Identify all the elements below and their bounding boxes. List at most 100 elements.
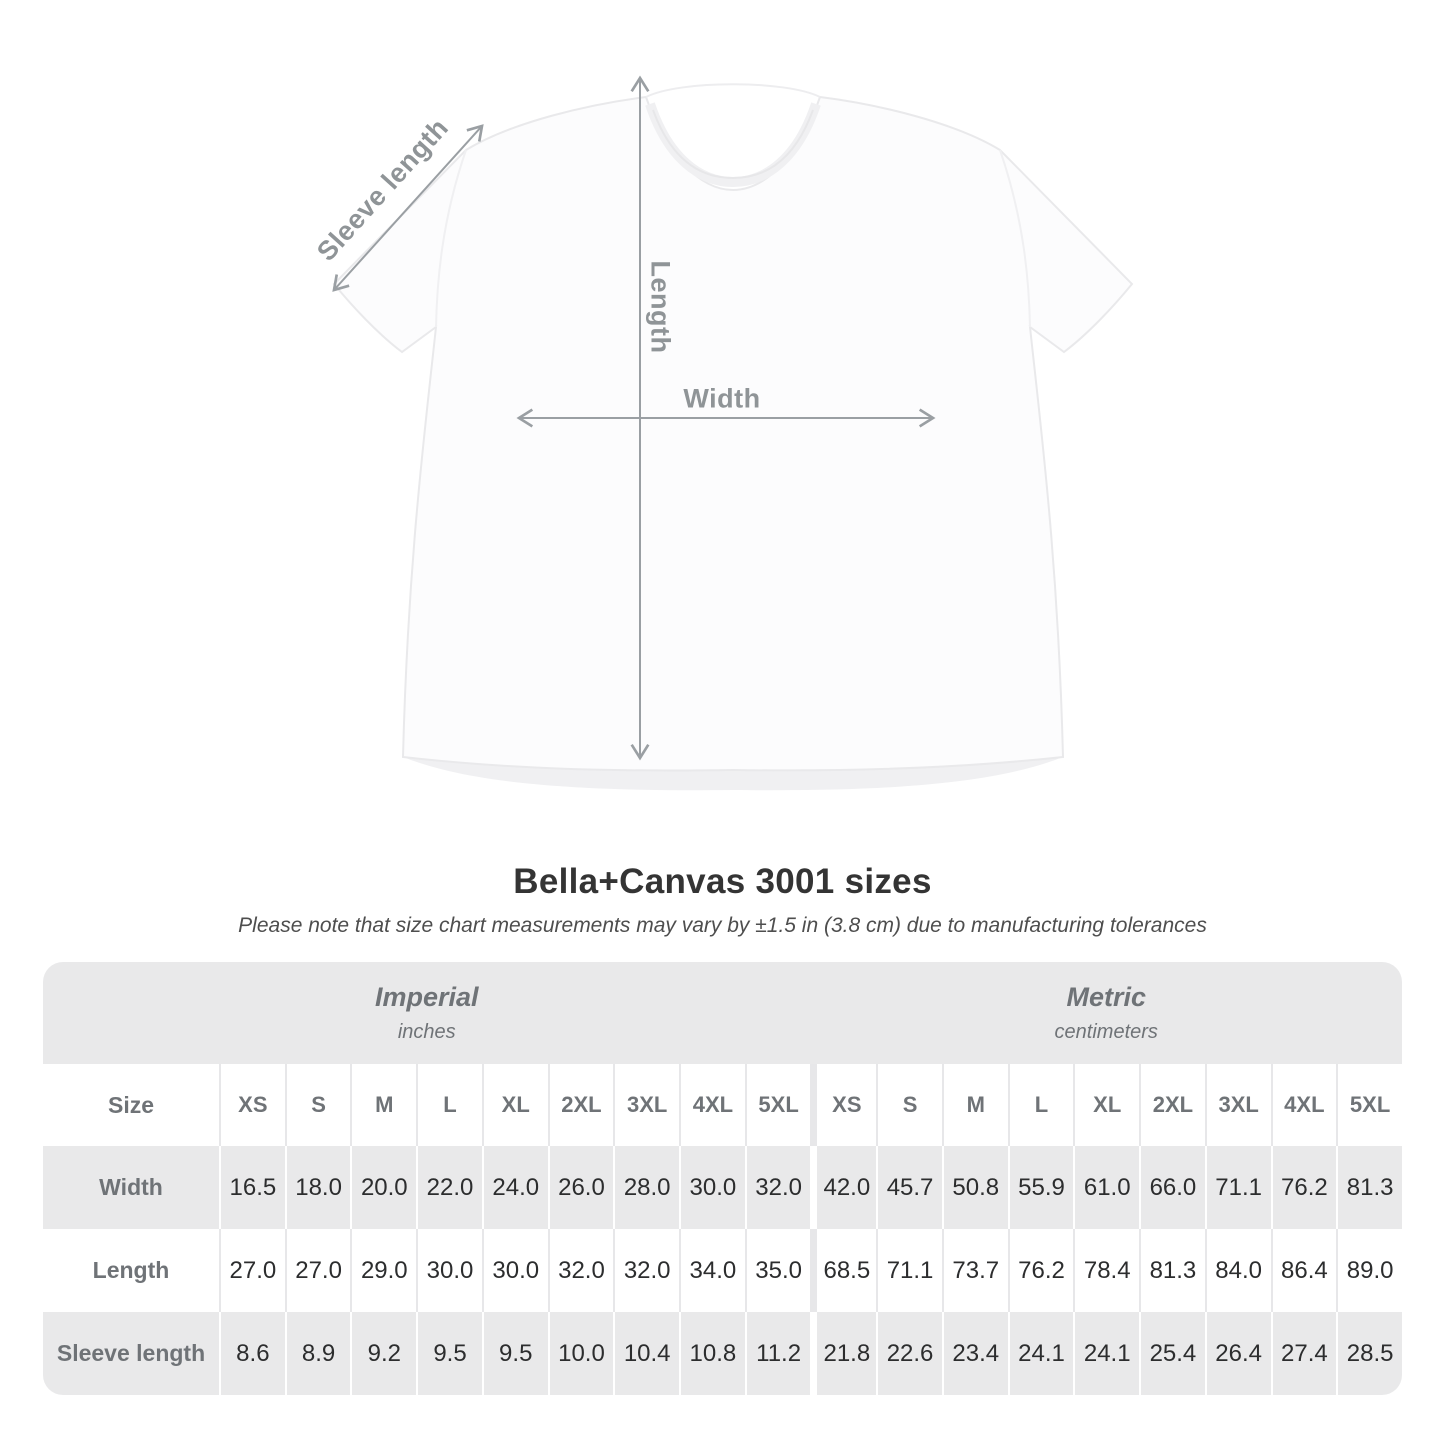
size-col-header-imperial-xs: XS (219, 1064, 285, 1146)
page-title: Bella+Canvas 3001 sizes (513, 862, 932, 901)
row-label: Width (43, 1146, 219, 1229)
measurement-cell: 28.5 (1336, 1312, 1402, 1395)
measurement-cell: 26.4 (1204, 1312, 1271, 1395)
measurement-cell: 27.0 (219, 1229, 285, 1312)
imperial-group-sublabel: inches (397, 1021, 456, 1043)
tshirt-collar-seam (652, 109, 814, 180)
measurement-cell: 30.0 (679, 1146, 745, 1229)
measurement-cell: 32.0 (744, 1146, 811, 1229)
measurement-cell: 78.4 (1073, 1229, 1140, 1312)
size-col-header-imperial-5xl: 5XL (744, 1064, 811, 1146)
measurement-cell: 35.0 (744, 1229, 811, 1312)
tshirt-body (332, 95, 1134, 772)
measurement-cell: 84.0 (1204, 1229, 1271, 1312)
measurement-cell: 71.1 (1204, 1146, 1271, 1229)
size-col-header-imperial-l: L (416, 1064, 482, 1146)
size-chart: Imperial inches Metric centimeters Size … (43, 962, 1402, 1395)
imperial-group-label: Imperial (374, 982, 479, 1012)
size-col-header-imperial-xl: XL (481, 1064, 548, 1146)
measurement-cell: 32.0 (613, 1229, 680, 1312)
metric-group-sublabel: centimeters (1054, 1021, 1158, 1043)
page-subtitle: Please note that size chart measurements… (238, 914, 1207, 937)
unit-group-row: Imperial inches Metric centimeters (43, 962, 1402, 1064)
measurement-cell: 55.9 (1007, 1146, 1074, 1229)
table-row: Sleeve length 8.6 8.9 9.2 9.5 9.5 10.0 10.4 10.8… (43, 1312, 1402, 1395)
width-label: Width (683, 383, 761, 414)
tshirt-back-collar (645, 83, 821, 98)
measurement-cell: 61.0 (1073, 1146, 1140, 1229)
measurement-cell: 30.0 (481, 1229, 548, 1312)
size-col-header-imperial-s: S (284, 1064, 351, 1146)
size-col-header-imperial-4xl: 4XL (679, 1064, 745, 1146)
measurement-cell: 10.4 (613, 1312, 680, 1395)
metric-group-header: Metric centimeters (810, 962, 1402, 1064)
measurement-cell: 32.0 (547, 1229, 614, 1312)
measurement-cell: 9.5 (416, 1312, 482, 1395)
measurement-cell: 21.8 (810, 1312, 877, 1395)
measurement-cell: 76.2 (1007, 1229, 1074, 1312)
measurement-cell: 27.0 (284, 1229, 351, 1312)
measurement-cell: 20.0 (350, 1146, 417, 1229)
size-col-header-metric-4xl: 4XL (1270, 1064, 1337, 1146)
sleeve-length-arrow (332, 124, 484, 292)
size-col-header-metric-xs: XS (810, 1064, 877, 1146)
measurement-cell: 71.1 (876, 1229, 942, 1312)
table-row: Width 16.5 18.0 20.0 22.0 24.0 26.0 28.0 30.0 32.… (43, 1146, 1402, 1229)
size-chart-table: Imperial inches Metric centimeters Size … (43, 962, 1402, 1395)
measurement-cell: 23.4 (941, 1312, 1008, 1395)
measurement-cell: 11.2 (744, 1312, 811, 1395)
measurement-cell: 76.2 (1270, 1146, 1337, 1229)
metric-group-label: Metric (1066, 982, 1146, 1012)
measurement-cell: 89.0 (1336, 1229, 1402, 1312)
measurement-cell: 81.3 (1139, 1229, 1205, 1312)
measurement-cell: 16.5 (219, 1146, 285, 1229)
size-header-row: Size XS S M L XL 2XL 3XL 4XL 5XL XS S M L XL 2XL 3XL 4XL… (43, 1064, 1402, 1146)
measurement-cell: 86.4 (1270, 1229, 1337, 1312)
size-col-header-metric-s: S (876, 1064, 942, 1146)
measurement-cell: 50.8 (941, 1146, 1008, 1229)
measurement-cell: 22.6 (876, 1312, 942, 1395)
tshirt-measurement-diagram: Sleeve length Length Width (311, 75, 1134, 791)
measurement-cell: 66.0 (1139, 1146, 1205, 1229)
title-block: Bella+Canvas 3001 sizes Please note that… (0, 862, 1445, 938)
tshirt-hem-shadow (403, 757, 1063, 791)
row-label: Length (43, 1229, 219, 1312)
measurement-cell: 45.7 (876, 1146, 942, 1229)
table-row: Length 27.0 27.0 29.0 30.0 30.0 32.0 32.0 34.0 35… (43, 1229, 1402, 1312)
measurement-cell: 9.2 (350, 1312, 417, 1395)
measurement-cell: 10.0 (547, 1312, 614, 1395)
size-col-header-metric-l: L (1007, 1064, 1074, 1146)
measurement-cell: 30.0 (416, 1229, 482, 1312)
tshirt-armhole-right (999, 149, 1031, 328)
size-col-header-imperial-m: M (350, 1064, 417, 1146)
measurement-cell: 27.4 (1270, 1312, 1337, 1395)
measurement-cell: 42.0 (810, 1146, 877, 1229)
size-col-header-metric-5xl: 5XL (1336, 1064, 1402, 1146)
measurement-cell: 34.0 (679, 1229, 745, 1312)
size-col-header-metric-m: M (941, 1064, 1008, 1146)
size-col-header-metric-3xl: 3XL (1204, 1064, 1271, 1146)
size-col-header-imperial-3xl: 3XL (613, 1064, 680, 1146)
size-col-header-metric-2xl: 2XL (1139, 1064, 1205, 1146)
imperial-group-header: Imperial inches (43, 962, 811, 1064)
measurement-cell: 8.6 (219, 1312, 285, 1395)
measurement-cell: 28.0 (613, 1146, 680, 1229)
measurement-cell: 24.1 (1007, 1312, 1074, 1395)
measurement-cell: 9.5 (481, 1312, 548, 1395)
row-label: Sleeve length (43, 1312, 219, 1395)
size-col-header-imperial-2xl: 2XL (547, 1064, 614, 1146)
measurement-cell: 24.1 (1073, 1312, 1140, 1395)
size-col-header-metric-xl: XL (1073, 1064, 1140, 1146)
measurement-cell: 81.3 (1336, 1146, 1402, 1229)
size-header-cell: Size (43, 1064, 219, 1146)
measurement-cell: 22.0 (416, 1146, 482, 1229)
measurement-cell: 29.0 (350, 1229, 417, 1312)
measurement-cell: 10.8 (679, 1312, 745, 1395)
measurement-cell: 24.0 (481, 1146, 548, 1229)
measurement-cell: 18.0 (284, 1146, 351, 1229)
tshirt-illustration (332, 75, 1134, 791)
measurement-cell: 25.4 (1139, 1312, 1205, 1395)
measurement-cell: 73.7 (941, 1229, 1008, 1312)
measurement-cell: 26.0 (547, 1146, 614, 1229)
measurement-cell: 68.5 (810, 1229, 877, 1312)
